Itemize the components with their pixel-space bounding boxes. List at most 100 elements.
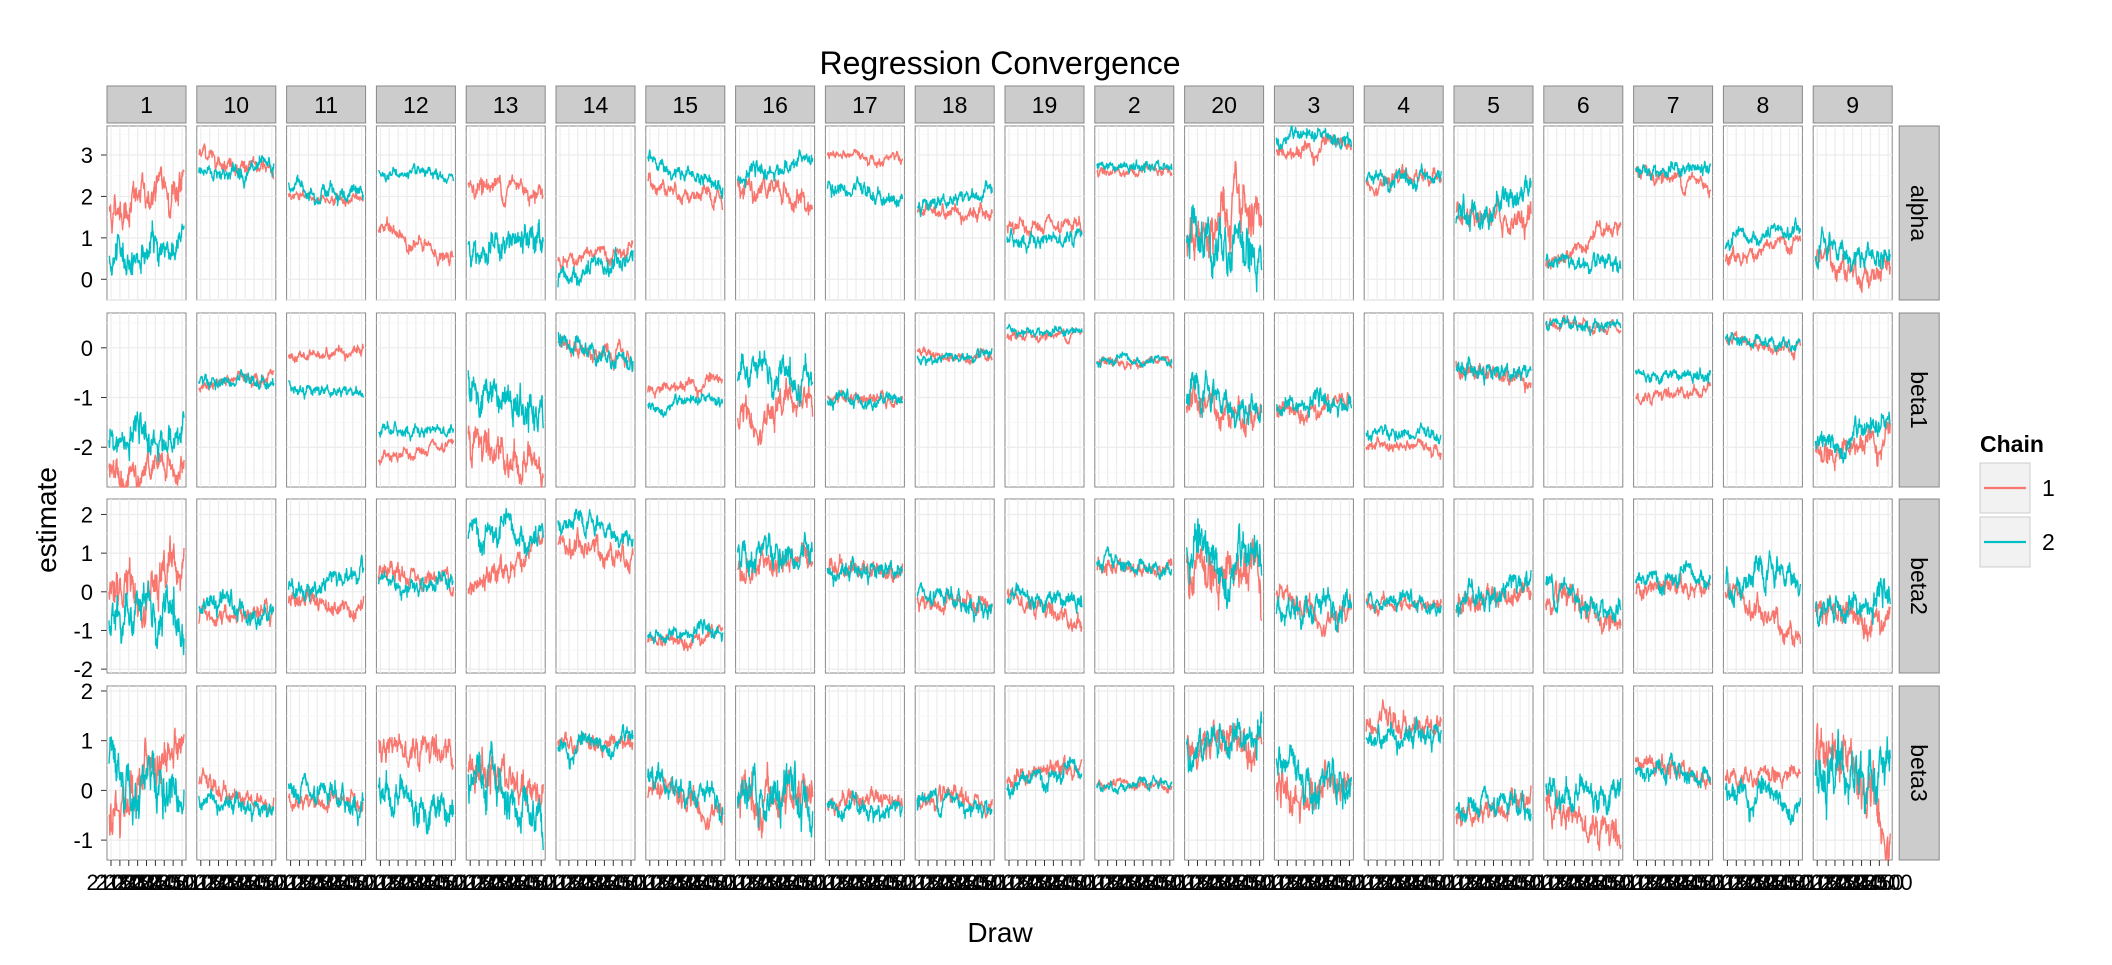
- trace-chain-2: [287, 380, 364, 400]
- panel-beta2-2: [1094, 498, 1175, 674]
- panel-alpha-5: [1453, 125, 1534, 301]
- x-tick-label-13-2400: 2400: [499, 870, 548, 895]
- trace-chain-1: [287, 586, 365, 623]
- trace-chain-1: [557, 731, 634, 759]
- trace-chain-2: [1365, 163, 1442, 194]
- x-tick-label-15-2150: 2150: [634, 870, 683, 895]
- x-tick-label-7-2150: 2150: [1622, 870, 1671, 895]
- facet-strip-label-13: 13: [493, 92, 519, 118]
- trace-chain-1: [1185, 538, 1263, 621]
- trace-chain-2: [647, 618, 724, 645]
- legend-title: Chain: [1980, 431, 2044, 457]
- panel-alpha-9: [1812, 125, 1893, 301]
- facet-strip-label-12: 12: [403, 92, 429, 118]
- trace-chain-2: [1545, 573, 1622, 623]
- trace-chain-1: [1725, 234, 1802, 267]
- panel-beta2-11: [286, 498, 367, 674]
- panel-beta1-13: [465, 312, 546, 488]
- trace-chain-2: [1634, 752, 1712, 789]
- x-tick-label-17-2100: 2100: [805, 870, 854, 895]
- trace-chain-2: [1096, 159, 1173, 174]
- x-tick-label-9-2200: 2200: [1810, 870, 1859, 895]
- row-strip-alpha: [1898, 125, 1940, 301]
- panel-alpha-6: [1543, 125, 1624, 301]
- facet-strip-18: [914, 85, 995, 124]
- panel-beta1-18: [914, 312, 995, 488]
- panel-beta2-6: [1543, 498, 1624, 674]
- x-tick-label-5-2100: 2100: [1434, 870, 1483, 895]
- panel-beta2-5: [1453, 498, 1534, 674]
- facet-strip-12: [375, 85, 456, 124]
- x-tick-label-8-2300: 2300: [1738, 870, 1787, 895]
- panel-beta3-14: [555, 685, 636, 861]
- trace-chain-2: [1096, 351, 1173, 369]
- x-tick-label-20-2450: 2450: [1226, 870, 1275, 895]
- trace-chain-2: [1006, 227, 1083, 254]
- trace-chain-1: [287, 787, 364, 814]
- trace-chain-1: [108, 727, 185, 839]
- x-tick-label-20-2150: 2150: [1173, 870, 1222, 895]
- facet-strip-label-3: 3: [1308, 92, 1321, 118]
- panel-beta2-20: [1184, 498, 1265, 674]
- x-tick-label-10-2350: 2350: [221, 870, 270, 895]
- trace-chain-2: [1545, 315, 1622, 337]
- panel-beta1-6: [1543, 312, 1624, 488]
- x-tick-label-8-2500: 2500: [1774, 870, 1823, 895]
- x-tick-label-16-2300: 2300: [751, 870, 800, 895]
- x-tick-label-20-2300: 2300: [1200, 870, 1249, 895]
- x-tick-label-14-2200: 2200: [553, 870, 602, 895]
- panel-beta3-16: [735, 685, 816, 861]
- panel-beta1-7: [1633, 312, 1714, 488]
- x-tick-label-11-2100: 2100: [266, 870, 315, 895]
- panel-alpha-1: [106, 125, 187, 301]
- panel-beta2-17: [824, 498, 905, 674]
- panel-beta2-19: [1004, 498, 1085, 674]
- x-tick-label-11-2200: 2200: [284, 870, 333, 895]
- x-tick-label-13-2500: 2500: [517, 870, 566, 895]
- x-tick-label-6-2150: 2150: [1532, 870, 1581, 895]
- panel-beta1-5: [1453, 312, 1534, 488]
- panel-alpha-15: [645, 125, 726, 301]
- trace-chain-2: [916, 582, 993, 623]
- x-tick-label-5-2300: 2300: [1469, 870, 1518, 895]
- trace-chain-1: [1724, 582, 1802, 648]
- x-tick-label-14-2150: 2150: [544, 870, 593, 895]
- trace-chain-2: [1634, 367, 1711, 385]
- x-tick-label-11-2250: 2250: [293, 870, 342, 895]
- panel-beta1-19: [1004, 312, 1085, 488]
- panel-beta3-4: [1363, 685, 1444, 861]
- x-tick-label-10-2150: 2150: [185, 870, 234, 895]
- x-tick-label-7-2350: 2350: [1657, 870, 1706, 895]
- trace-chain-2: [377, 570, 454, 601]
- x-tick-label-6-2350: 2350: [1568, 870, 1617, 895]
- trace-chain-2: [1006, 756, 1083, 800]
- trace-chain-1: [557, 527, 634, 575]
- panel-beta3-15: [645, 685, 726, 861]
- trace-chain-1: [467, 425, 544, 488]
- trace-chain-2: [378, 420, 455, 442]
- x-tick-label-14-2300: 2300: [571, 870, 620, 895]
- trace-chain-2: [287, 554, 365, 602]
- x-tick-label-2-2500: 2500: [1145, 870, 1194, 895]
- x-tick-label-11-2300: 2300: [302, 870, 351, 895]
- trace-chain-1: [108, 166, 185, 234]
- y-tick-label-beta2-1: 1: [81, 541, 93, 566]
- trace-chain-1: [1185, 719, 1263, 773]
- trace-chain-2: [1545, 773, 1622, 816]
- trace-chain-1: [916, 346, 993, 366]
- facet-strip-11: [286, 85, 367, 124]
- trace-chain-1: [1185, 160, 1263, 261]
- x-tick-label-13-2150: 2150: [455, 870, 504, 895]
- panel-alpha-3: [1273, 125, 1354, 301]
- y-tick-label-beta1-0: 0: [81, 336, 93, 361]
- x-tick-label-18-2350: 2350: [939, 870, 988, 895]
- trace-chain-1: [826, 786, 904, 817]
- trace-chain-2: [647, 761, 724, 824]
- x-tick-label-1-2150: 2150: [95, 870, 144, 895]
- y-axis-label: estimate: [31, 467, 62, 573]
- y-tick-label-beta3-1: 1: [81, 729, 93, 754]
- trace-chain-2: [916, 787, 993, 820]
- x-tick-label-4-2350: 2350: [1388, 870, 1437, 895]
- trace-chain-2: [1455, 174, 1532, 233]
- panel-beta2-13: [465, 498, 546, 674]
